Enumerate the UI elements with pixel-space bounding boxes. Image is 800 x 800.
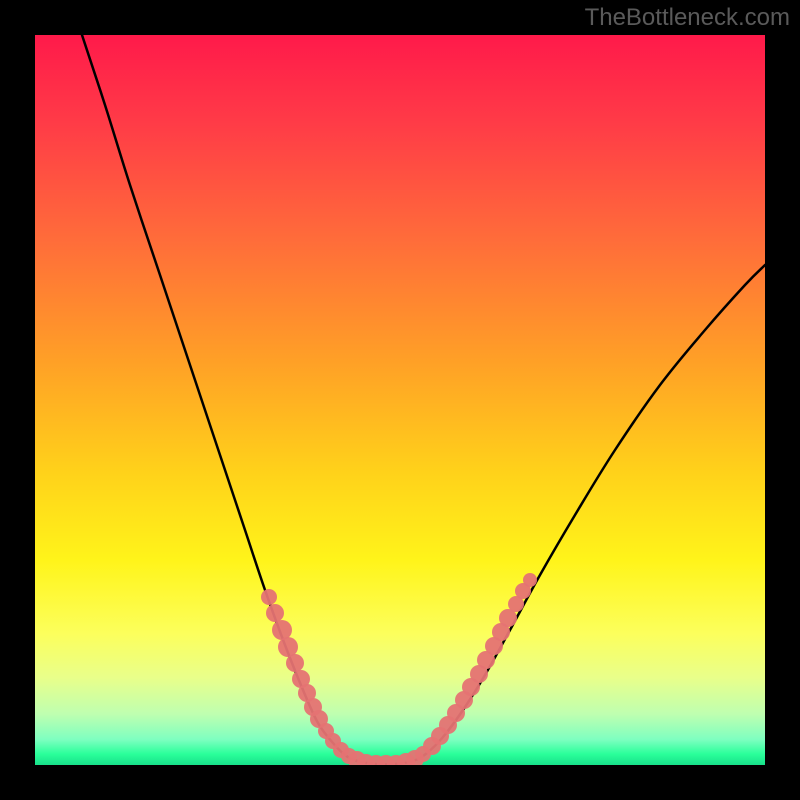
plot-area bbox=[35, 35, 765, 765]
curve-dot bbox=[266, 604, 284, 622]
curve-dot bbox=[286, 654, 304, 672]
curve-dot bbox=[523, 573, 537, 587]
bottleneck-chart bbox=[0, 0, 800, 800]
curve-dot bbox=[261, 589, 277, 605]
curve-dot bbox=[272, 620, 292, 640]
watermark-text: TheBottleneck.com bbox=[585, 4, 790, 32]
